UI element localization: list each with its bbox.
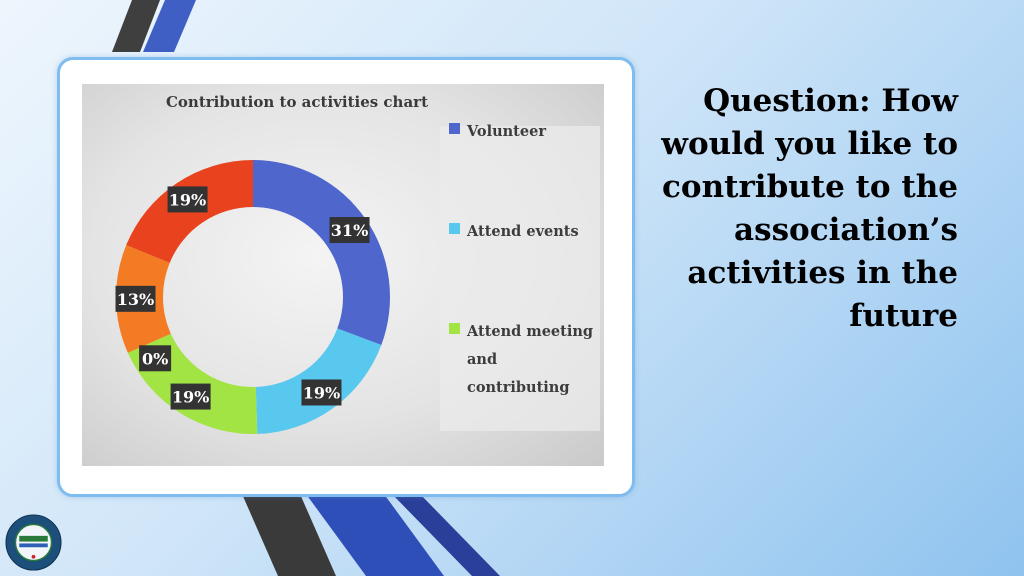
data-label-2: 19% bbox=[172, 388, 209, 407]
donut-chart: 31% 19% 19% 0% 13% 19% bbox=[115, 160, 391, 434]
data-label-4: 13% bbox=[117, 290, 154, 309]
legend-label: Attend meeting and contributing bbox=[467, 323, 594, 396]
legend-item: Attend meeting and contributing bbox=[449, 318, 599, 402]
legend-swatch bbox=[449, 123, 460, 134]
legend-swatch bbox=[449, 323, 460, 334]
data-label-box-1 bbox=[301, 379, 342, 406]
legend-label: Attend events bbox=[467, 223, 579, 240]
data-label-5: 19% bbox=[169, 190, 206, 209]
data-label-3: 0% bbox=[142, 349, 168, 368]
data-label-box-0 bbox=[329, 217, 370, 244]
stripe-blue-top bbox=[143, 0, 196, 52]
stripe-blue-dark-bottom bbox=[392, 494, 500, 576]
donut-slice-0 bbox=[253, 160, 391, 345]
legend-item: Volunteer bbox=[449, 118, 599, 146]
data-label-0: 31% bbox=[331, 221, 368, 240]
data-label-box-3 bbox=[139, 345, 172, 372]
data-label-box-4 bbox=[115, 285, 156, 312]
legend-swatch bbox=[449, 223, 460, 234]
salnam-logo bbox=[5, 514, 62, 571]
data-label-box-2 bbox=[170, 383, 211, 410]
stripe-blue-bottom bbox=[306, 494, 444, 576]
data-label-box-5 bbox=[167, 186, 208, 213]
legend-item: Attend events bbox=[449, 218, 599, 246]
chart-title: Contribution to activities chart bbox=[165, 93, 428, 111]
slide-question: Question: How would you like to contribu… bbox=[661, 83, 958, 334]
legend-box bbox=[440, 126, 600, 431]
stripe-dark-top bbox=[112, 0, 160, 52]
stripe-dark-bottom bbox=[242, 494, 336, 576]
legend-label: Volunteer bbox=[467, 123, 546, 140]
data-label-1: 19% bbox=[303, 383, 340, 402]
